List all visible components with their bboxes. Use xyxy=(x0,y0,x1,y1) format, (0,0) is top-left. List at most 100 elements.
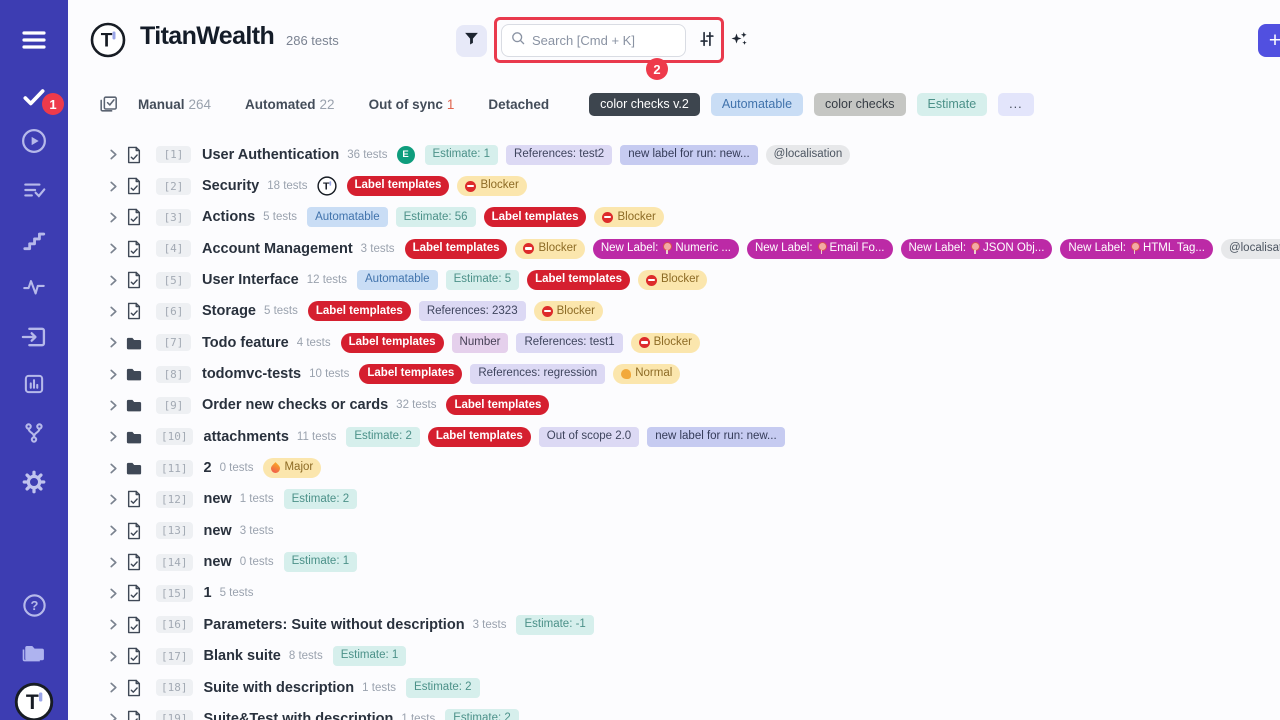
search-settings-button[interactable] xyxy=(694,28,720,54)
chevron-right-icon[interactable] xyxy=(108,619,120,631)
chevron-right-icon[interactable] xyxy=(108,274,120,286)
suite-row[interactable]: [8] todomvc-tests 10 tests Label templat… xyxy=(68,358,1280,389)
suite-title[interactable]: 2 xyxy=(203,460,212,477)
suite-doc-icon xyxy=(125,208,143,226)
help-icon[interactable]: ? xyxy=(20,591,48,619)
chevron-right-icon[interactable] xyxy=(108,149,120,161)
chevron-right-icon[interactable] xyxy=(108,493,120,505)
label-chip: Estimate: 56 xyxy=(395,207,476,228)
filter-chip[interactable]: color checks xyxy=(814,92,906,116)
sidebar-item-runs[interactable] xyxy=(20,127,48,155)
settings-gear-icon[interactable] xyxy=(20,468,48,496)
suite-title[interactable]: Account Management xyxy=(202,240,353,257)
filter-chip[interactable]: Automatable xyxy=(710,92,804,116)
label-chip: Normal xyxy=(613,364,681,385)
suite-row[interactable]: [12] new 1 tests Estimate: 2 xyxy=(68,484,1280,515)
sidebar-item-integrations[interactable] xyxy=(20,419,48,447)
label-chip: Blocker xyxy=(457,176,527,197)
suite-row[interactable]: [1] User Authentication 36 tests E Estim… xyxy=(68,139,1280,170)
suite-tests-count: 0 tests xyxy=(239,556,274,569)
chevron-right-icon[interactable] xyxy=(108,556,120,568)
label-chip: New Label: Numeric ... xyxy=(592,238,739,259)
tab-automated[interactable]: Automated 22 xyxy=(245,96,335,112)
suite-row[interactable]: [7] Todo feature 4 tests Label templates… xyxy=(68,327,1280,358)
chevron-right-icon[interactable] xyxy=(108,399,120,411)
suite-row[interactable]: [11] 2 0 tests Major xyxy=(68,452,1280,483)
titanwealth-logo[interactable] xyxy=(14,682,54,720)
chevron-right-icon[interactable] xyxy=(108,431,120,443)
suite-title[interactable]: Actions xyxy=(202,209,256,226)
filter-chip[interactable]: Estimate xyxy=(916,92,988,116)
suite-row[interactable]: [19] Suite&Test with description 1 tests… xyxy=(68,703,1280,720)
suite-row[interactable]: [2] Security 18 tests Label templates Blo… xyxy=(68,170,1280,201)
suite-row[interactable]: [18] Suite with description 1 tests Esti… xyxy=(68,672,1280,703)
suite-chips: Estimate: 2 xyxy=(406,677,480,698)
search-input[interactable] xyxy=(532,33,677,48)
chevron-right-icon[interactable] xyxy=(108,368,120,380)
suite-row[interactable]: [4] Account Management 3 tests Label tem… xyxy=(68,233,1280,264)
suite-tests-count: 5 tests xyxy=(264,305,298,318)
suite-index: [11] xyxy=(156,459,193,477)
chevron-right-icon[interactable] xyxy=(108,525,120,537)
suite-row[interactable]: [14] new 0 tests Estimate: 1 xyxy=(68,546,1280,577)
suite-title[interactable]: Blank suite xyxy=(203,648,281,665)
chevron-right-icon[interactable] xyxy=(108,180,120,192)
chevron-right-icon[interactable] xyxy=(108,682,120,694)
suite-title[interactable]: 1 xyxy=(203,585,212,602)
suite-title[interactable]: new xyxy=(203,554,232,571)
add-button[interactable]: + xyxy=(1258,24,1280,57)
tab-manual[interactable]: Manual 264 xyxy=(138,96,212,112)
select-all-icon[interactable] xyxy=(96,92,120,116)
filter-button[interactable] xyxy=(456,25,487,57)
suite-index: [8] xyxy=(156,365,191,383)
suite-row[interactable]: [15] 1 5 tests xyxy=(68,578,1280,609)
chevron-right-icon[interactable] xyxy=(108,337,120,349)
suite-title[interactable]: new xyxy=(203,522,232,539)
suite-title[interactable]: User Authentication xyxy=(202,146,340,163)
ai-assistant-button[interactable] xyxy=(726,28,752,54)
chevron-right-icon[interactable] xyxy=(108,211,120,223)
chevron-right-icon[interactable] xyxy=(108,305,120,317)
suite-row[interactable]: [5] User Interface 12 tests Automatable E… xyxy=(68,264,1280,295)
chevron-right-icon[interactable] xyxy=(108,462,120,474)
tab-out-of-sync[interactable]: Out of sync 1 xyxy=(368,96,455,112)
suite-row[interactable]: [9] Order new checks or cards 32 tests L… xyxy=(68,390,1280,421)
filter-chip[interactable]: color checks v.2 xyxy=(589,92,700,116)
suite-row[interactable]: [6] Storage 5 tests Label templates Refer… xyxy=(68,296,1280,327)
tab-detached[interactable]: Detached xyxy=(488,96,550,112)
sidebar-item-reports[interactable] xyxy=(20,370,48,398)
suite-row[interactable]: [16] Parameters: Suite without descripti… xyxy=(68,609,1280,640)
main-area: TitanWealth 286 tests 2 + xyxy=(68,0,1280,720)
sidebar-item-milestones[interactable] xyxy=(20,226,48,254)
sliders-icon xyxy=(697,29,717,54)
suite-title[interactable]: new xyxy=(203,491,232,508)
projects-folder-icon[interactable] xyxy=(20,639,48,667)
suite-title[interactable]: attachments xyxy=(203,428,289,445)
suite-title[interactable]: Security xyxy=(202,178,260,195)
suite-title[interactable]: Order new checks or cards xyxy=(202,397,389,414)
sidebar-item-test-plans[interactable] xyxy=(20,176,48,204)
chevron-right-icon[interactable] xyxy=(108,650,120,662)
sidebar-item-import[interactable] xyxy=(20,323,48,351)
label-chip: New Label: Email Fo... xyxy=(746,238,893,259)
suite-index: [13] xyxy=(156,522,193,540)
suite-title[interactable]: Suite with description xyxy=(203,679,355,696)
suite-title[interactable]: todomvc-tests xyxy=(202,366,302,383)
sidebar-item-checks[interactable] xyxy=(20,83,48,111)
suite-title[interactable]: Todo feature xyxy=(202,334,289,351)
suite-row[interactable]: [13] new 3 tests xyxy=(68,515,1280,546)
suite-row[interactable]: [17] Blank suite 8 tests Estimate: 1 xyxy=(68,641,1280,672)
suite-title[interactable]: Suite&Test with description xyxy=(203,710,394,720)
filter-chip[interactable]: ... xyxy=(998,92,1034,116)
suite-row[interactable]: [3] Actions 5 tests Automatable Estimate:… xyxy=(68,202,1280,233)
label-chip: Estimate: 2 xyxy=(346,426,420,447)
chevron-right-icon[interactable] xyxy=(108,713,120,720)
chevron-right-icon[interactable] xyxy=(108,587,120,599)
suite-title[interactable]: User Interface xyxy=(202,272,299,289)
chevron-right-icon[interactable] xyxy=(108,243,120,255)
menu-icon[interactable] xyxy=(20,26,48,54)
suite-row[interactable]: [10] attachments 11 tests Estimate: 2 Lab… xyxy=(68,421,1280,452)
sidebar-item-activity[interactable] xyxy=(20,273,48,301)
suite-title[interactable]: Parameters: Suite without description xyxy=(203,616,465,633)
suite-title[interactable]: Storage xyxy=(202,303,256,320)
